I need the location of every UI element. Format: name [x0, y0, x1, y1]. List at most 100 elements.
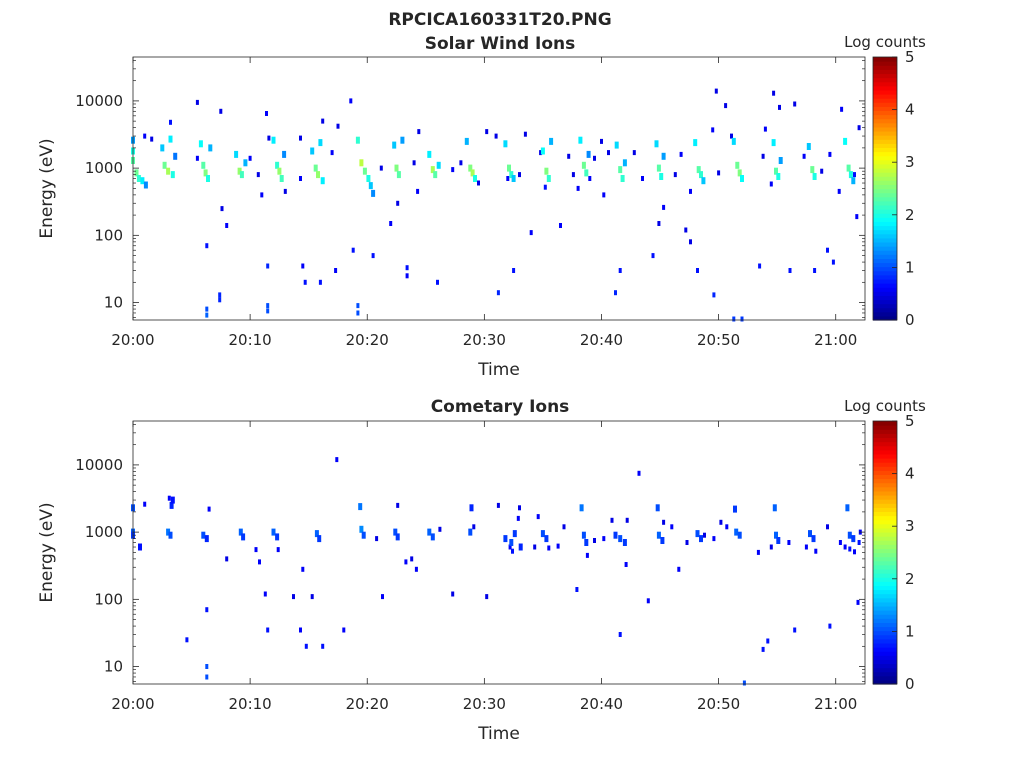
data-cell: [436, 161, 441, 169]
data-cell: [838, 540, 842, 545]
x-tick-label: 20:00: [111, 695, 154, 713]
data-cell: [787, 540, 791, 545]
data-cell: [168, 135, 173, 143]
data-cell: [203, 169, 208, 177]
colorbar-segment: [873, 585, 897, 591]
data-cell: [392, 141, 397, 149]
data-cell: [271, 136, 276, 144]
data-cell: [303, 279, 307, 285]
data-cell: [806, 143, 811, 150]
colorbar-segment: [873, 122, 897, 128]
data-cell: [143, 133, 147, 139]
data-cell: [516, 515, 520, 521]
colorbar-segment: [873, 544, 897, 549]
data-cell: [602, 536, 606, 542]
data-cell: [166, 167, 171, 175]
data-cell: [661, 152, 666, 160]
data-cell: [662, 519, 666, 525]
data-cell: [342, 627, 346, 633]
colorbar-segment: [873, 295, 897, 301]
colorbar-segment: [873, 188, 897, 194]
data-cell: [848, 171, 853, 179]
data-cell: [758, 263, 762, 269]
data-cell: [677, 566, 681, 572]
data-cell: [613, 531, 618, 539]
colorbar-tick-label: 1: [905, 258, 915, 276]
data-cell: [451, 591, 455, 597]
data-cell: [703, 532, 706, 538]
colorbar-segment: [873, 536, 897, 541]
colorbar-tick-label: 0: [905, 675, 915, 693]
colorbar-segment: [873, 147, 897, 153]
colorbar-segment: [873, 470, 897, 476]
data-cell: [811, 535, 816, 543]
colorbar-segment: [873, 204, 897, 210]
colorbar-segment: [873, 531, 897, 537]
data-cell: [544, 167, 549, 175]
data-cell: [689, 188, 692, 194]
data-cell: [696, 268, 699, 273]
colorbar-segment: [873, 622, 897, 628]
data-cell: [696, 166, 701, 174]
data-cell: [730, 133, 733, 139]
data-cell: [593, 155, 596, 161]
data-cell: [724, 103, 728, 109]
colorbar-segment: [873, 618, 897, 623]
data-cell: [826, 524, 829, 530]
colorbar-segment: [873, 221, 897, 227]
data-cell: [362, 167, 367, 175]
colorbar-segment: [873, 568, 897, 574]
data-cell: [654, 140, 659, 148]
colorbar-segment: [873, 425, 897, 430]
data-cell: [585, 552, 589, 558]
axis-ticks: 20:00 20:10 20:20 20:30 20:40 20:50 21:00 10 100…: [75, 421, 865, 713]
y-tick-label: 10: [104, 294, 123, 312]
colorbar-tick-label: 5: [905, 412, 915, 430]
data-cell: [593, 538, 596, 543]
data-cell: [335, 457, 339, 463]
x-tick-label: 20:10: [229, 695, 272, 713]
colorbar-segment: [873, 143, 897, 149]
data-cell: [840, 106, 844, 112]
colorbar-segment: [873, 433, 897, 439]
colorbar: 0 1 2 3 4 5: [872, 48, 915, 329]
colorbar-segment: [873, 93, 897, 99]
colorbar-segment: [873, 229, 897, 235]
data-cell: [299, 176, 302, 181]
colorbar-segment: [873, 499, 897, 504]
data-cell: [851, 535, 856, 543]
data-cell: [356, 303, 360, 309]
data-cell: [496, 290, 500, 296]
data-cell: [336, 123, 340, 129]
colorbar-segment: [873, 110, 897, 116]
colorbar-segment: [873, 163, 897, 169]
data-cell: [170, 171, 175, 179]
data-cell: [162, 161, 167, 169]
data-cell: [508, 544, 512, 550]
data-cell: [468, 164, 473, 172]
data-cell: [828, 623, 832, 629]
colorbar-segment: [873, 441, 897, 447]
data-cell: [742, 680, 746, 686]
data-cell: [855, 214, 859, 220]
colorbar-segment: [873, 453, 897, 459]
colorbar-segment: [873, 303, 897, 309]
data-cell: [788, 268, 792, 273]
colorbar-segment: [873, 184, 897, 190]
data-cell: [618, 535, 623, 543]
data-cell: [737, 531, 742, 539]
data-cell: [321, 118, 325, 124]
data-cell: [195, 155, 199, 161]
colorbar-segment: [873, 445, 897, 451]
data-cell: [509, 171, 514, 179]
data-cell: [761, 646, 765, 652]
colorbar-segment: [873, 511, 897, 517]
figure-title: RPCICA160331T20.PNG: [388, 10, 611, 30]
colorbar-segment: [873, 114, 897, 120]
data-cell: [485, 594, 489, 600]
data-cell: [275, 533, 280, 541]
colorbar-tick-label: 4: [905, 465, 915, 483]
data-cell: [771, 139, 776, 147]
y-tick-label: 100: [94, 226, 123, 244]
colorbar-segment: [873, 614, 897, 619]
